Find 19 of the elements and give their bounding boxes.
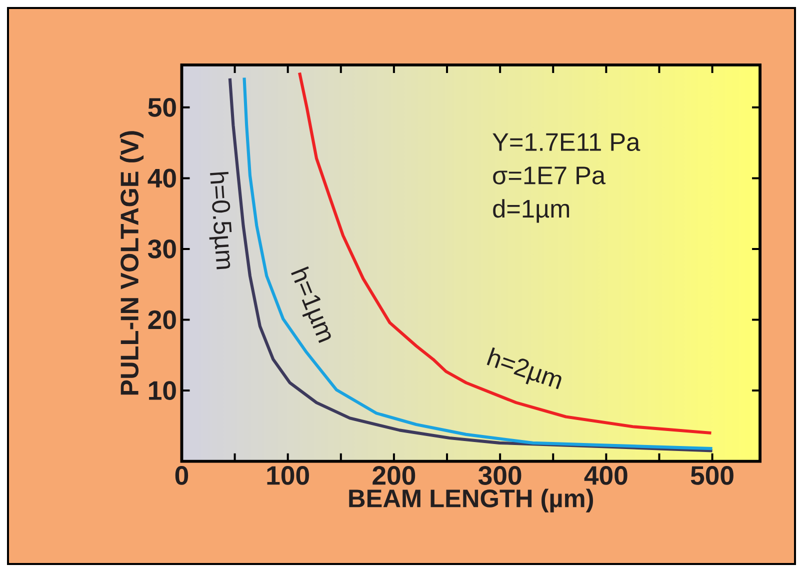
x-tick-label: 0 <box>175 466 188 485</box>
x-tick-label: 500 <box>690 466 734 485</box>
annotation: Y=1.7E11 Pa <box>492 133 640 152</box>
y-tick-label: 30 <box>148 240 176 258</box>
x-tick-label: 400 <box>584 466 628 485</box>
x-axis-title: BEAM LENGTH (µm) <box>349 488 593 512</box>
annotation: σ=1E7 Pa <box>493 166 606 184</box>
text: h=0.5µm <box>209 172 232 270</box>
y-tick-label: 40 <box>148 168 176 188</box>
x-tick-label: 200 <box>372 466 416 485</box>
annotation: d=1µm <box>493 199 570 223</box>
y-tick-label: 20 <box>148 310 176 330</box>
text: h=1µm <box>291 266 331 343</box>
y-tick-label: 10 <box>149 381 176 400</box>
y-axis-title: PULL-IN VOLTAGE (V) <box>120 131 144 395</box>
y-tick-label: 50 <box>148 98 176 117</box>
text: h=2µm <box>486 347 562 390</box>
x-tick-label: 100 <box>267 466 309 485</box>
x-tick-label: 300 <box>478 466 522 485</box>
